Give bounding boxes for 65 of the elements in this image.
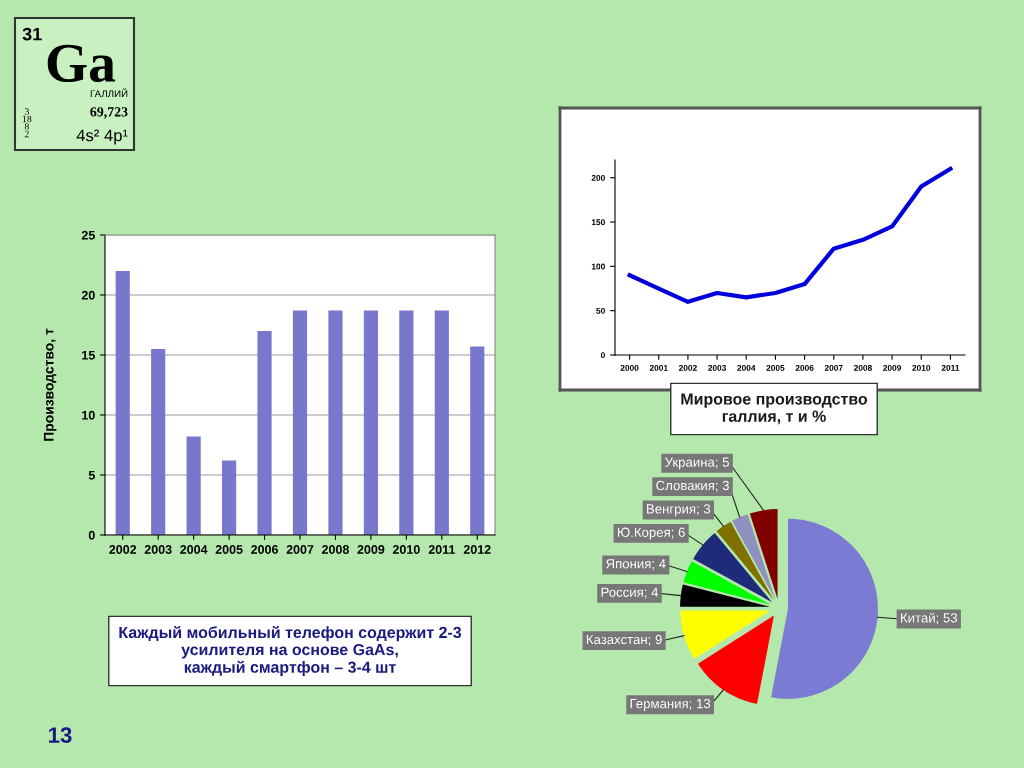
bar	[363, 310, 378, 535]
y-axis-title: Производство, т	[43, 328, 57, 441]
y-tick-label: 0	[600, 352, 605, 359]
x-tick-label: 2005	[766, 364, 785, 371]
text: 4s² 4p¹	[76, 129, 128, 145]
x-tick-label: 2007	[286, 545, 314, 554]
bar	[257, 331, 272, 535]
text: Мировое производство галлия, т и %	[681, 393, 868, 425]
x-tick-label: 2007	[824, 364, 843, 371]
x-tick-label: 2002	[109, 545, 137, 554]
x-tick-label: 2012	[463, 545, 491, 554]
x-tick-label: 2006	[795, 364, 814, 371]
y-tick-label: 10	[82, 410, 95, 420]
bar	[292, 310, 308, 535]
bar	[115, 271, 130, 535]
text: 3 18 8 2	[22, 108, 32, 138]
text: 13	[49, 727, 72, 743]
x-tick-label: 2010	[392, 545, 420, 554]
text: Каждый мобильный телефон содержит 2-3 усилителя на основе GaAs, каждый смартфон – 3-4 шт	[119, 626, 462, 676]
y-tick-label: 100	[591, 263, 605, 270]
x-tick-label: 2002	[678, 364, 697, 371]
x-tick-label: 2011	[428, 545, 456, 554]
bar	[151, 349, 166, 535]
x-tick-label: 2009	[883, 364, 902, 371]
y-tick-label: 200	[591, 174, 605, 181]
y-tick-label: 15	[82, 350, 95, 360]
x-tick-label: 2004	[180, 545, 208, 554]
x-tick-label: 2008	[321, 545, 349, 554]
slice-label: Казахстан; 9	[586, 634, 662, 646]
x-tick-label: 2008	[853, 364, 872, 371]
bar	[186, 436, 201, 535]
y-tick-label: 5	[88, 470, 95, 480]
slice-label: Украина; 5	[664, 457, 729, 470]
y-tick-label: 150	[591, 219, 605, 226]
slice-label: Германия; 13	[630, 698, 711, 711]
x-tick-label: 2001	[649, 364, 668, 371]
text: Ga	[47, 44, 116, 83]
y-tick-label: 50	[596, 307, 605, 314]
slice-label: Словакия; 3	[656, 480, 729, 492]
x-tick-label: 2004	[737, 364, 756, 371]
y-tick-label: 20	[81, 290, 95, 300]
x-tick-label: 2010	[912, 364, 931, 371]
x-tick-label: 2003	[708, 364, 727, 371]
line-series	[627, 166, 953, 304]
bar	[434, 310, 449, 535]
slice-label: Россия; 4	[601, 587, 659, 599]
x-tick-label: 2009	[357, 545, 385, 554]
text: 69,723	[90, 107, 128, 119]
x-tick-label: 2005	[215, 545, 243, 554]
slice-label: Венгрия; 3	[647, 504, 711, 517]
bar	[470, 346, 485, 535]
y-tick-label: 0	[88, 530, 95, 540]
x-tick-label: 2006	[251, 545, 278, 554]
text: ГАЛЛИЙ	[90, 88, 128, 98]
text: 31	[22, 27, 42, 41]
x-tick-label: 2003	[144, 545, 172, 554]
slice-label: Ю.Корея; 6	[617, 527, 685, 540]
slice-label: Япония; 4	[606, 559, 666, 571]
bar	[399, 310, 414, 535]
x-tick-label: 2000	[620, 364, 639, 371]
slice-label: Китай; 53	[901, 612, 958, 625]
bar	[328, 310, 343, 535]
bar	[222, 460, 237, 535]
y-tick-label: 25	[81, 230, 95, 240]
x-tick-label: 2011	[941, 364, 960, 371]
